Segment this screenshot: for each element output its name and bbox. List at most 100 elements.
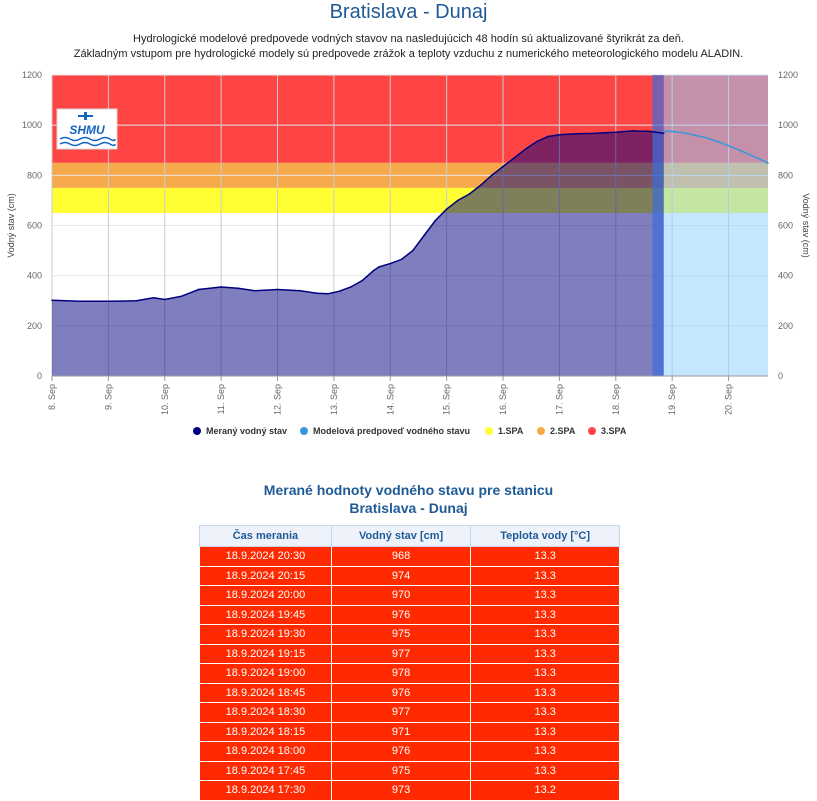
subtitle-line-1: Hydrologické modelové predpovede vodných… — [133, 33, 684, 45]
cell-time: 18.9.2024 17:45 — [199, 760, 332, 781]
cell-level: 976 — [330, 741, 472, 762]
forecast-point — [693, 134, 696, 136]
measured-point — [378, 266, 380, 268]
measured-point — [361, 279, 363, 282]
measured-point — [457, 199, 459, 202]
table-row: 18.9.2024 18:45 976 13.3 — [199, 682, 620, 703]
cell-level: 971 — [330, 721, 472, 742]
table-row: 18.9.2024 18:30 977 13.3 — [199, 702, 620, 723]
forecast-point — [727, 144, 730, 147]
forecast-point — [739, 149, 741, 152]
y-tick-label-right: 600 — [778, 221, 793, 231]
measured-point — [372, 269, 375, 272]
table-row: 18.9.2024 20:15 974 13.3 — [199, 565, 620, 586]
measured-point — [237, 287, 239, 290]
measured-point — [468, 193, 470, 195]
legend-item[interactable]: 2.SPA — [537, 426, 576, 436]
legend-item[interactable]: Modelová predpoveď vodného stavu — [300, 426, 470, 436]
cell-level: 970 — [330, 585, 472, 606]
forecast-point — [767, 162, 769, 165]
legend-label: Modelová predpoveď vodného stavu — [313, 426, 470, 436]
x-tick-label: 11. Sep — [216, 384, 226, 414]
measured-point — [163, 298, 166, 301]
cell-time: 18.9.2024 18:45 — [199, 682, 332, 703]
cell-temperature: 13.3 — [470, 643, 620, 664]
cell-temperature: 13.3 — [470, 682, 620, 703]
legend-marker — [193, 427, 201, 435]
measured-point — [575, 132, 578, 135]
table-row: 18.9.2024 18:00 976 13.3 — [199, 741, 620, 762]
now-marker — [652, 75, 664, 376]
measured-point — [51, 299, 53, 302]
subtitle-line-2: Základným vstupom pre hydrologické model… — [73, 48, 744, 60]
table-row: 18.9.2024 19:15 977 13.3 — [199, 643, 620, 664]
measured-point — [614, 131, 617, 133]
cell-level: 974 — [330, 565, 472, 586]
legend-item[interactable]: Meraný vodný stav — [193, 426, 287, 436]
legend-item[interactable]: 1.SPA — [485, 426, 524, 436]
y-tick-label-left: 400 — [27, 271, 42, 281]
legend-marker — [485, 427, 493, 435]
table-row: 18.9.2024 18:15 971 13.3 — [199, 721, 620, 742]
cell-level: 977 — [330, 643, 472, 664]
y-axis-title-left: Vodný stav (cm) — [6, 193, 16, 258]
y-tick-label-right: 1200 — [778, 70, 798, 80]
measured-point — [152, 296, 155, 299]
y-tick-label-right: 200 — [778, 321, 793, 331]
measured-point — [180, 295, 183, 298]
cell-temperature: 13.3 — [470, 604, 620, 625]
y-tick-label-right: 0 — [778, 371, 783, 381]
measured-point — [276, 288, 279, 291]
cell-temperature: 13.3 — [470, 760, 620, 781]
forecast-region — [663, 75, 768, 376]
cell-time: 18.9.2024 20:30 — [199, 546, 332, 567]
measured-point — [107, 300, 110, 303]
forecast-point — [682, 131, 685, 134]
measured-point — [592, 132, 595, 135]
legend-label: 3.SPA — [601, 426, 627, 436]
x-tick-label: 10. Sep — [160, 384, 170, 415]
y-tick-label-left: 600 — [27, 221, 42, 231]
measured-point — [423, 234, 425, 237]
cell-level: 978 — [330, 663, 472, 684]
cell-temperature: 13.3 — [470, 663, 620, 684]
cell-level: 975 — [330, 624, 472, 645]
table-title: Merané hodnoty vodného stavu pre stanicu — [263, 482, 554, 498]
table-header-row: Čas merania Vodný stav [cm] Teplota vody… — [199, 525, 620, 547]
measured-point — [412, 249, 414, 252]
measured-point — [400, 258, 403, 261]
cell-level: 976 — [330, 604, 472, 625]
cell-level: 976 — [330, 682, 472, 703]
forecast-point — [716, 140, 719, 143]
measured-point — [490, 174, 493, 177]
measured-point — [547, 135, 549, 138]
measured-point — [350, 286, 352, 288]
measured-point — [135, 299, 138, 302]
y-tick-label-left: 1000 — [22, 120, 42, 130]
cell-temperature: 13.3 — [470, 702, 620, 723]
column-header-temperature: Teplota vody [°C] — [470, 525, 620, 547]
cell-temperature: 13.3 — [470, 721, 620, 742]
table-row: 18.9.2024 17:45 975 13.3 — [199, 760, 620, 781]
y-tick-label-right: 800 — [778, 170, 793, 180]
cell-level: 975 — [330, 760, 472, 781]
measured-point — [502, 165, 504, 168]
measured-line — [51, 130, 664, 303]
forecast-point — [671, 130, 673, 133]
cell-temperature: 13.2 — [470, 780, 620, 801]
x-tick-label: 14. Sep — [385, 384, 395, 415]
x-tick-label: 9. Sep — [103, 384, 113, 410]
measured-point — [389, 262, 392, 265]
y-tick-label-right: 1000 — [778, 120, 798, 130]
legend-label: Meraný vodný stav — [206, 426, 287, 436]
cell-temperature: 13.3 — [470, 585, 620, 606]
forecast-point — [662, 130, 665, 133]
measured-area — [52, 130, 664, 376]
table-row: 18.9.2024 20:00 970 13.3 — [199, 585, 620, 606]
water-level-chart: SHMU 0 0 200 200 400 400 600 600 800 800 1000 1000 1… — [6, 70, 811, 436]
y-tick-label-left: 200 — [27, 321, 42, 331]
y-axis-title-right: Vodný stav (cm) — [801, 193, 811, 258]
legend-item[interactable]: 3.SPA — [588, 426, 627, 436]
cell-time: 18.9.2024 20:15 — [199, 565, 332, 586]
legend-label: 1.SPA — [498, 426, 524, 436]
